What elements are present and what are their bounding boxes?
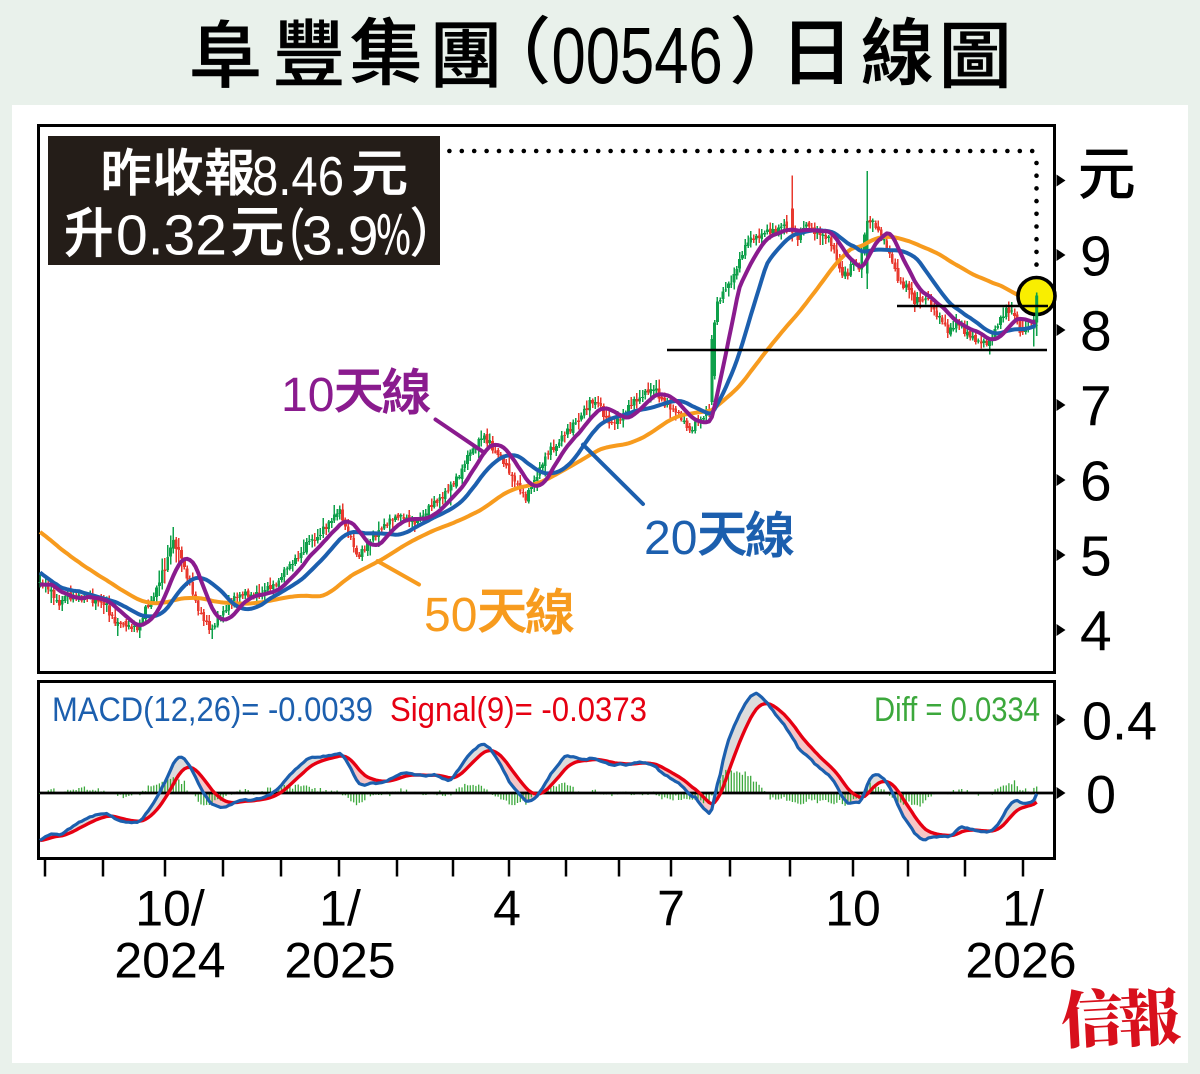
- svg-text:9: 9: [1080, 225, 1112, 289]
- svg-text:50: 50: [424, 589, 477, 642]
- svg-text:8: 8: [1080, 300, 1112, 364]
- svg-text:6: 6: [1080, 450, 1112, 514]
- svg-text:4: 4: [1080, 600, 1112, 664]
- svg-text:0.4: 0.4: [1082, 692, 1157, 752]
- svg-text:00546: 00546: [552, 11, 723, 101]
- svg-text:10: 10: [825, 881, 881, 937]
- svg-text:Signal(9)= -0.0373: Signal(9)= -0.0373: [390, 691, 647, 729]
- svg-text:2026: 2026: [965, 933, 1076, 989]
- svg-text:7: 7: [1080, 375, 1112, 439]
- svg-text:1/: 1/: [1002, 881, 1044, 937]
- svg-text:3.9: 3.9: [302, 205, 378, 267]
- svg-text:2025: 2025: [284, 933, 395, 989]
- svg-text:MACD(12,26)= -0.0039: MACD(12,26)= -0.0039: [52, 691, 373, 729]
- svg-text:2024: 2024: [114, 933, 225, 989]
- svg-text:20: 20: [644, 512, 697, 565]
- svg-text:10: 10: [281, 369, 334, 422]
- svg-text:5: 5: [1080, 525, 1112, 589]
- svg-text:0: 0: [1086, 765, 1116, 825]
- svg-text:0.32: 0.32: [116, 204, 227, 268]
- svg-text:7: 7: [657, 881, 685, 937]
- svg-text:4: 4: [493, 881, 521, 937]
- svg-text:10/: 10/: [135, 881, 205, 937]
- svg-text:8.46: 8.46: [252, 145, 344, 207]
- svg-text:1/: 1/: [319, 881, 361, 937]
- svg-text:Diff = 0.0334: Diff = 0.0334: [874, 691, 1040, 729]
